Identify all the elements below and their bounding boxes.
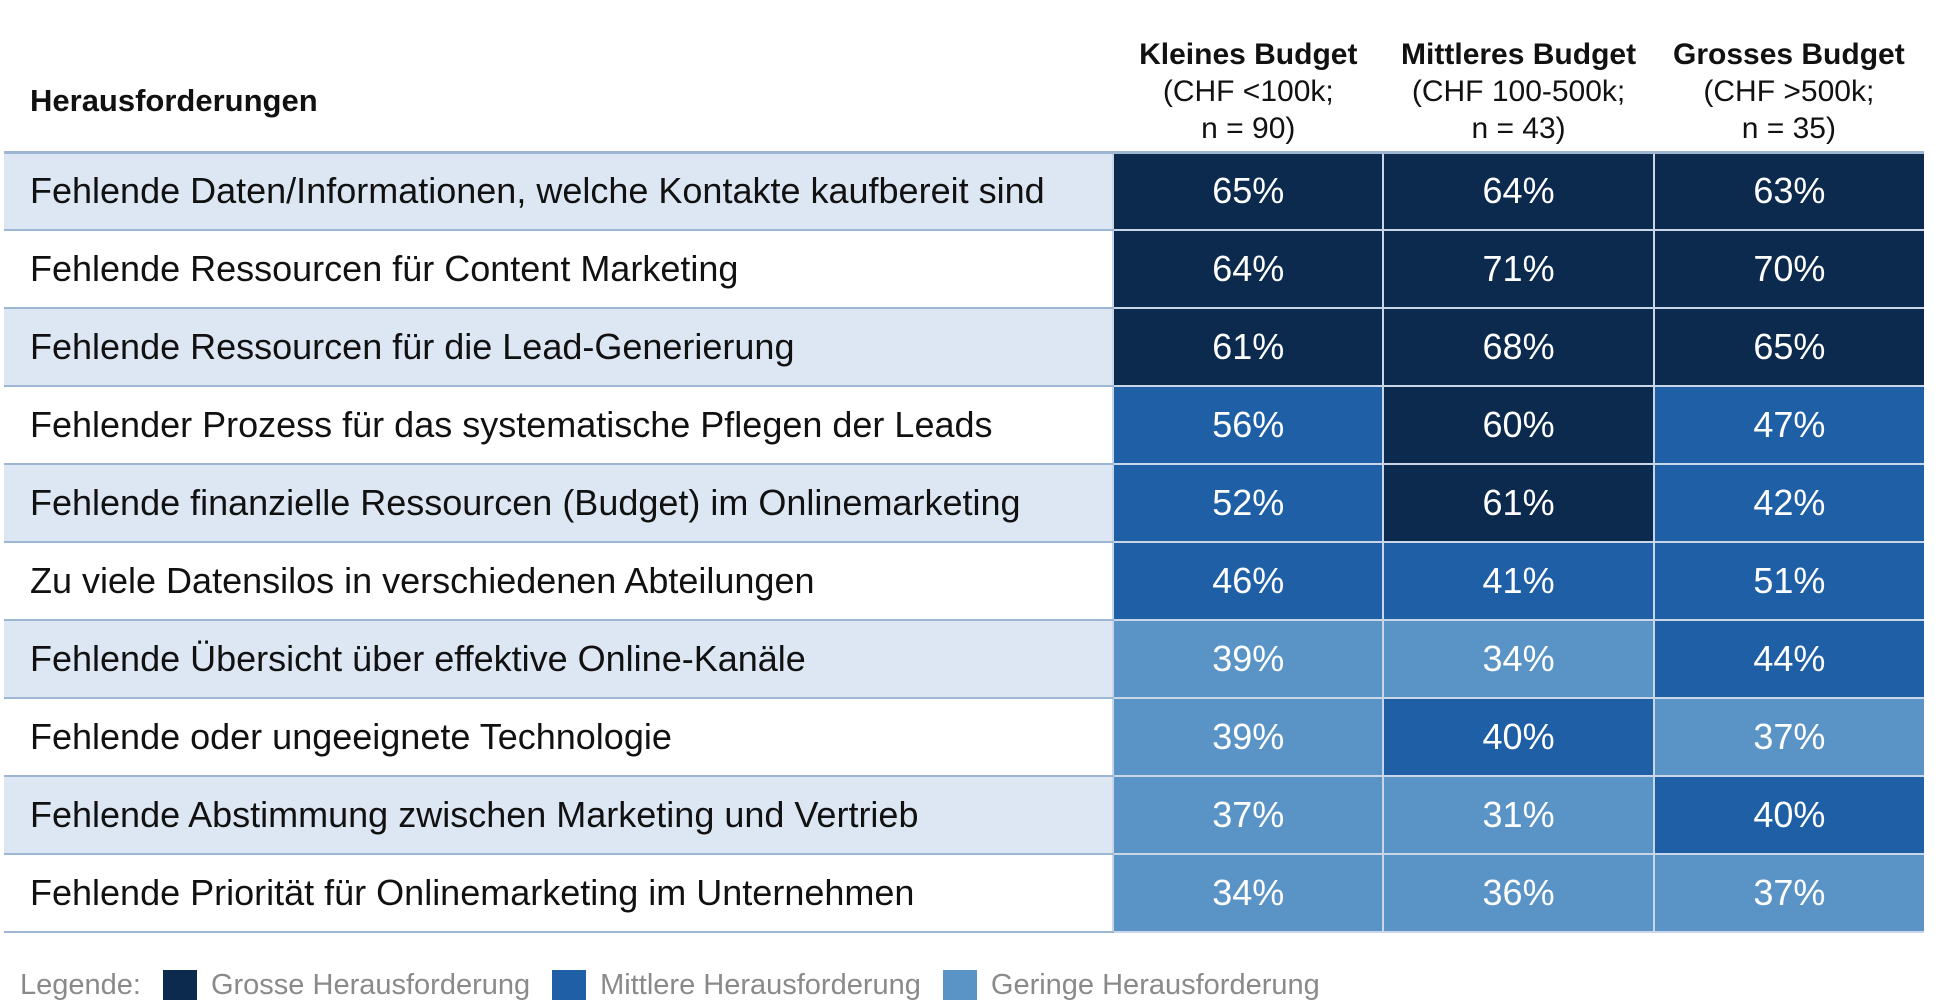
row-label: Zu viele Datensilos in verschiedenen Abt…	[4, 542, 1114, 621]
row-label: Fehlende Abstimmung zwischen Marketing u…	[4, 776, 1114, 855]
legend-swatch-mittlere	[552, 970, 587, 1000]
table-row: Fehlende Daten/Informationen, welche Kon…	[4, 150, 1924, 231]
heatmap-cell: 40%	[1382, 698, 1654, 777]
heatmap-cell: 64%	[1382, 150, 1654, 231]
legend-label: Grosse Herausforderung	[210, 968, 531, 1001]
heatmap-cell: 61%	[1112, 308, 1384, 387]
column-subtitle-n: n = 35)	[1741, 111, 1836, 145]
row-label: Fehlende finanzielle Ressourcen (Budget)…	[4, 464, 1114, 543]
heatmap-cell: 47%	[1652, 386, 1924, 465]
heatmap-cell: 46%	[1112, 542, 1384, 621]
table-row: Zu viele Datensilos in verschiedenen Abt…	[4, 542, 1924, 621]
column-header-large-budget: Grosses Budget (CHF >500k; n = 35)	[1654, 30, 1924, 152]
heatmap-cell: 39%	[1112, 620, 1384, 699]
heatmap-cell: 70%	[1652, 230, 1924, 309]
table-body: Fehlende Daten/Informationen, welche Kon…	[4, 150, 1924, 933]
table-row: Fehlende finanzielle Ressourcen (Budget)…	[4, 464, 1924, 543]
column-title: Mittleres Budget	[1401, 37, 1637, 71]
heatmap-cell: 65%	[1652, 308, 1924, 387]
heatmap-cell: 40%	[1652, 776, 1924, 855]
heatmap-cell: 56%	[1112, 386, 1384, 465]
heatmap-table: Herausforderungen Kleines Budget (CHF <1…	[4, 30, 1924, 933]
heatmap-cell: 71%	[1382, 230, 1654, 309]
column-subtitle-range: (CHF 100-500k;	[1411, 74, 1626, 108]
heatmap-cell: 31%	[1382, 776, 1654, 855]
heatmap-cell: 65%	[1112, 150, 1384, 231]
legend-label: Mittlere Herausforderung	[600, 968, 921, 1001]
column-header-small-budget: Kleines Budget (CHF <100k; n = 90)	[1113, 30, 1383, 152]
heatmap-cell: 37%	[1652, 854, 1924, 933]
column-subtitle-n: n = 43)	[1471, 111, 1566, 145]
column-header-medium-budget: Mittleres Budget (CHF 100-500k; n = 43)	[1383, 30, 1653, 152]
table-row: Fehlende Ressourcen für die Lead-Generie…	[4, 308, 1924, 387]
legend-swatch-geringe	[942, 970, 977, 1000]
heatmap-cell: 37%	[1652, 698, 1924, 777]
column-title: Kleines Budget	[1139, 37, 1358, 71]
heatmap-cell: 44%	[1652, 620, 1924, 699]
heatmap-table-container: Herausforderungen Kleines Budget (CHF <1…	[4, 30, 1924, 933]
heatmap-cell: 68%	[1382, 308, 1654, 387]
column-subtitle-range: (CHF >500k;	[1703, 74, 1875, 108]
legend: Legende: Grosse Herausforderung Mittlere…	[20, 968, 1320, 1002]
table-row: Fehlender Prozess für das systematische …	[4, 386, 1924, 465]
row-label: Fehlende oder ungeeignete Technologie	[4, 698, 1114, 777]
heatmap-cell: 51%	[1652, 542, 1924, 621]
legend-swatch-grosse	[162, 970, 197, 1000]
heatmap-cell: 39%	[1112, 698, 1384, 777]
heatmap-cell: 36%	[1382, 854, 1654, 933]
legend-title: Legende:	[20, 968, 141, 1001]
legend-item-geringe: Geringe Herausforderung	[942, 968, 1320, 1002]
legend-item-grosse: Grosse Herausforderung	[162, 968, 531, 1002]
heatmap-cell: 34%	[1382, 620, 1654, 699]
heatmap-cell: 60%	[1382, 386, 1654, 465]
row-label: Fehlender Prozess für das systematische …	[4, 386, 1114, 465]
column-subtitle-range: (CHF <100k;	[1162, 74, 1334, 108]
table-row: Fehlende oder ungeeignete Technologie 39%…	[4, 698, 1924, 777]
table-header-row: Herausforderungen Kleines Budget (CHF <1…	[4, 30, 1924, 152]
legend-label: Geringe Herausforderung	[990, 968, 1320, 1001]
row-label: Fehlende Ressourcen für Content Marketin…	[4, 230, 1114, 309]
row-label: Fehlende Ressourcen für die Lead-Generie…	[4, 308, 1114, 387]
heatmap-cell: 63%	[1652, 150, 1924, 231]
heatmap-cell: 37%	[1112, 776, 1384, 855]
column-title: Grosses Budget	[1672, 37, 1905, 71]
column-subtitle-n: n = 90)	[1201, 111, 1296, 145]
heatmap-cell: 42%	[1652, 464, 1924, 543]
table-row: Fehlende Priorität für Onlinemarketing i…	[4, 854, 1924, 933]
heatmap-cell: 52%	[1112, 464, 1384, 543]
row-header-label: Herausforderungen	[30, 82, 318, 118]
row-label: Fehlende Priorität für Onlinemarketing i…	[4, 854, 1114, 933]
heatmap-cell: 41%	[1382, 542, 1654, 621]
table-row: Fehlende Ressourcen für Content Marketin…	[4, 230, 1924, 309]
heatmap-cell: 34%	[1112, 854, 1384, 933]
heatmap-cell: 61%	[1382, 464, 1654, 543]
table-row: Fehlende Übersicht über effektive Online…	[4, 620, 1924, 699]
row-label: Fehlende Übersicht über effektive Online…	[4, 620, 1114, 699]
legend-item-mittlere: Mittlere Herausforderung	[552, 969, 921, 1002]
table-row: Fehlende Abstimmung zwischen Marketing u…	[4, 776, 1924, 855]
heatmap-cell: 64%	[1112, 230, 1384, 309]
row-label: Fehlende Daten/Informationen, welche Kon…	[4, 150, 1114, 231]
